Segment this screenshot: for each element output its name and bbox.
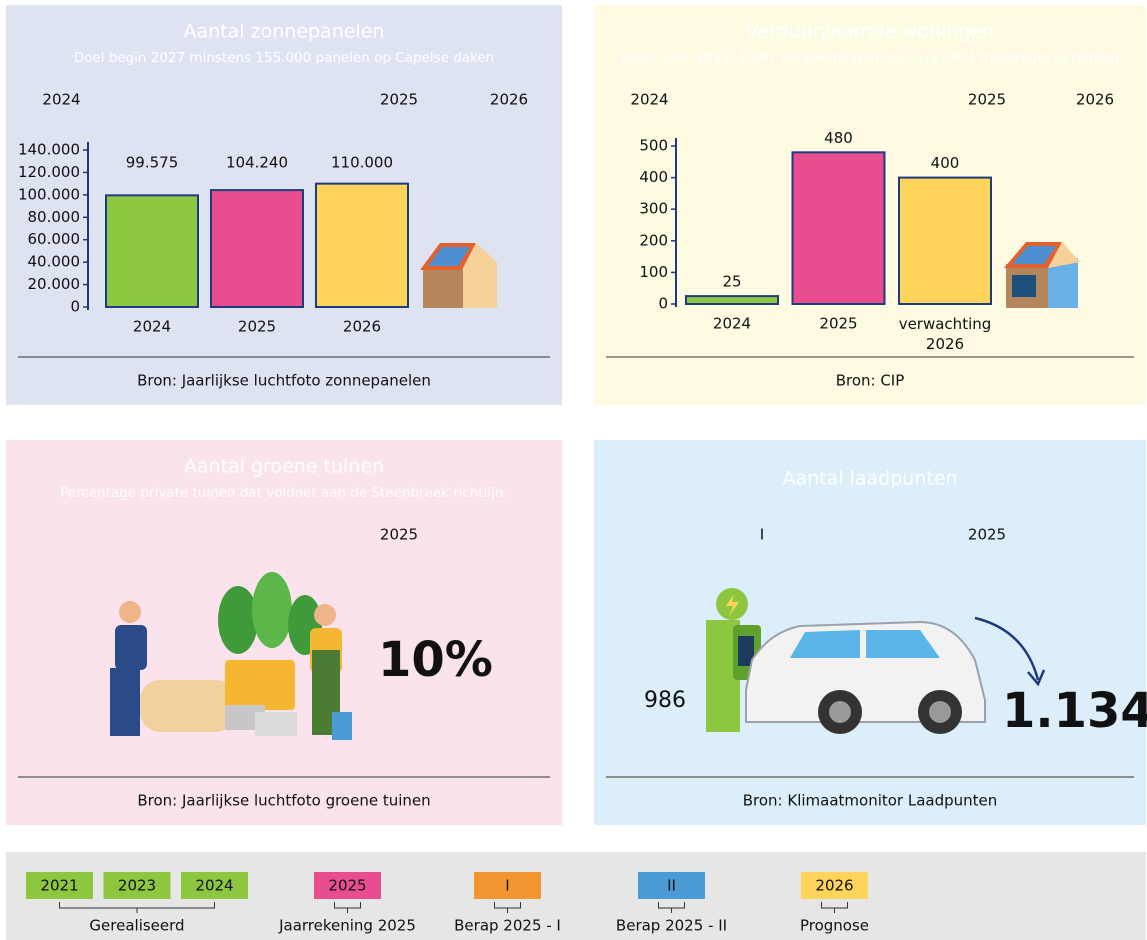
source-label: Bron: Jaarlijkse luchtfoto zonnepanelen [137, 372, 431, 390]
panel-title: Aantal zonnepanelen [184, 21, 385, 43]
bar [899, 178, 991, 304]
y-tick-label: 300 [639, 200, 668, 218]
bar [793, 152, 885, 304]
panel-subtitle: Percentage private tuinen dat voldoet aa… [60, 485, 508, 501]
bar [211, 190, 303, 307]
current-value: 1.134 [1002, 683, 1147, 739]
y-tick-label: 100 [639, 263, 668, 281]
legend-label: Gerealiseerd [89, 917, 184, 935]
source-label: Bron: Klimaatmonitor Laadpunten [743, 792, 998, 810]
x-tick-label: 2024 [133, 318, 171, 336]
legend-item: 2026 [815, 877, 853, 895]
timeline-label: 2025 [380, 91, 418, 109]
legend-item: 2023 [118, 877, 156, 895]
value-label: 104.240 [226, 154, 288, 172]
source-label: Bron: CIP [836, 372, 905, 390]
percentage-value: 10% [378, 632, 493, 688]
timeline-label: 2024 [630, 91, 668, 109]
x-tick-label: 2025 [819, 315, 857, 333]
panel-subtitle: Doel: voor 2031, 1.287 koopwoningen min.… [621, 50, 1118, 66]
legend-item: II [667, 877, 676, 895]
timeline-label: I [760, 526, 764, 544]
timeline-label: 2025 [380, 526, 418, 544]
legend-item: 2021 [40, 877, 78, 895]
value-label: 99.575 [126, 154, 179, 172]
source-label: Bron: Jaarlijkse luchtfoto groene tuinen [137, 792, 430, 810]
y-tick-label: 500 [639, 137, 668, 155]
timeline-label: 2025 [968, 91, 1006, 109]
x-tick-label: 2025 [238, 318, 276, 336]
timeline-label: 2026 [490, 91, 528, 109]
timeline-label: 2026 [1076, 91, 1114, 109]
panel-title: Verduurzaamde woningen [746, 21, 995, 43]
value-label: 480 [824, 129, 853, 147]
timeline-label: 2024 [42, 91, 80, 109]
start-value: 986 [644, 688, 686, 713]
bar [686, 296, 778, 304]
y-tick-label: 60.000 [28, 230, 81, 248]
bar [106, 195, 198, 307]
dashboard: 2024 2025 2026 Aantal zonnepanelen Doel begi… [0, 0, 1147, 940]
y-tick-label: 120.000 [18, 163, 80, 181]
y-tick-label: 200 [639, 231, 668, 249]
legend-label: Jaarrekening 2025 [278, 917, 416, 935]
x-tick-label: 2024 [713, 315, 751, 333]
legend-item: 2024 [195, 877, 233, 895]
panel-title: Aantal laadpunten [782, 468, 957, 490]
legend-label: Berap 2025 - I [454, 917, 561, 935]
legend-label: Prognose [800, 917, 869, 935]
y-tick-label: 140.000 [18, 141, 80, 159]
value-label: 25 [722, 273, 741, 291]
timeline-label: 2025 [968, 526, 1006, 544]
y-tick-label: 80.000 [28, 208, 81, 226]
x-tick-label: 2026 [343, 318, 381, 336]
panel-subtitle: Doel begin 2027 minstens 155.000 panelen… [74, 50, 495, 66]
y-tick-label: 400 [639, 168, 668, 186]
panel-title: Aantal groene tuinen [184, 456, 384, 478]
y-tick-label: 0 [70, 298, 80, 316]
legend-item: I [505, 877, 509, 895]
legend-label: Berap 2025 - II [616, 917, 727, 935]
value-label: 110.000 [331, 154, 393, 172]
y-tick-label: 20.000 [28, 275, 81, 293]
legend-item: 2025 [328, 877, 366, 895]
value-label: 400 [931, 154, 960, 172]
y-tick-label: 0 [658, 295, 668, 313]
y-tick-label: 40.000 [28, 253, 81, 271]
bar [316, 184, 408, 307]
y-tick-label: 100.000 [18, 185, 80, 203]
